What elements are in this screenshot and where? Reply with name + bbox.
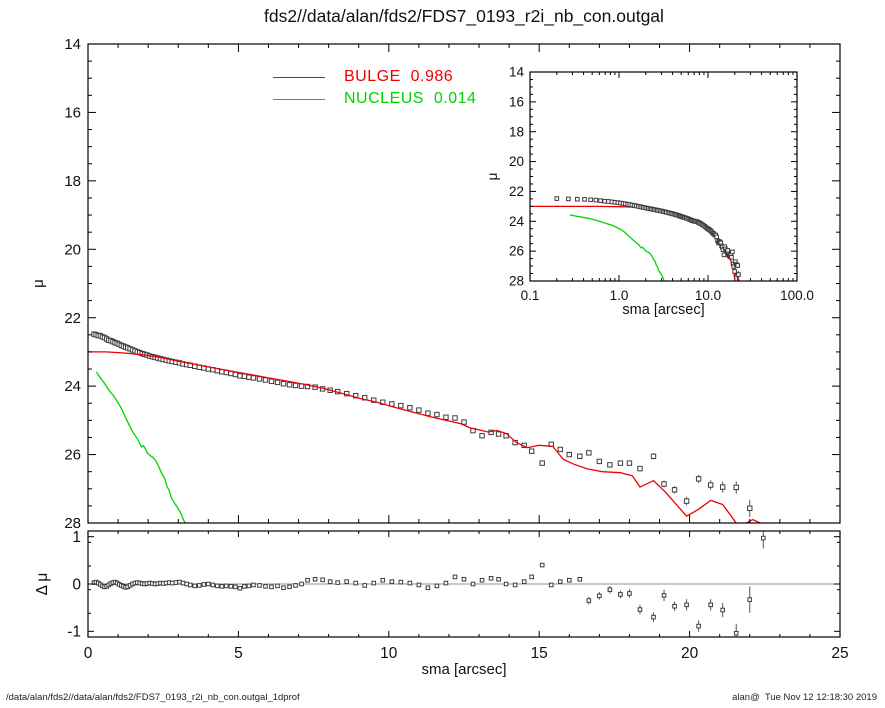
nucleus-legend-label: NUCLEUS 0.014 [344, 90, 477, 107]
svg-text:24: 24 [64, 378, 81, 395]
svg-text:14: 14 [509, 65, 525, 80]
plot-canvas: 14 16 18 20 22 24 26 28 μ 0.1 1.0 10.0 100.0 14 16 18 20… [30, 36, 849, 678]
svg-text:20: 20 [509, 154, 524, 169]
svg-text:28: 28 [64, 515, 81, 532]
svg-text:18: 18 [509, 124, 524, 139]
svg-text:26: 26 [509, 244, 524, 259]
svg-text:15: 15 [531, 645, 548, 662]
footer-user-timestamp: alan@ Tue Nov 12 12:18:30 2019 [732, 692, 877, 703]
inset-y-axis-label: μ [485, 173, 500, 181]
legend-item-bulge: BULGE 0.986 [273, 66, 476, 88]
bulge-model-line [88, 351, 762, 523]
svg-text:16: 16 [509, 94, 524, 109]
svg-text:1.0: 1.0 [610, 288, 629, 303]
bulge-legend-label: BULGE 0.986 [344, 68, 454, 85]
svg-text:-1: -1 [67, 624, 81, 641]
nucleus-line-swatch [273, 98, 325, 100]
footer-file-path: /data/alan/fds2//data/alan/fds2/FDS7_019… [6, 692, 300, 703]
svg-text:0: 0 [72, 576, 81, 593]
svg-text:20: 20 [64, 241, 81, 258]
svg-text:16: 16 [64, 105, 81, 122]
observed-data-points [554, 196, 741, 279]
svg-text:22: 22 [509, 184, 524, 199]
svg-text:22: 22 [64, 310, 81, 327]
residual-x-axis-label: sma [arcsec] [421, 661, 506, 678]
svg-text:18: 18 [64, 173, 81, 190]
svg-text:0.1: 0.1 [521, 288, 540, 303]
svg-text:5: 5 [234, 645, 243, 662]
svg-text:14: 14 [64, 36, 81, 53]
residual-data-points [91, 531, 766, 637]
svg-text:10.0: 10.0 [695, 288, 721, 303]
svg-text:28: 28 [509, 274, 524, 289]
nucleus-model-line [95, 371, 187, 523]
svg-text:0: 0 [84, 645, 93, 662]
svg-text:26: 26 [64, 447, 81, 464]
legend: BULGE 0.986 NUCLEUS 0.014 [273, 66, 476, 110]
legend-item-nucleus: NUCLEUS 0.014 [273, 88, 476, 110]
svg-text:20: 20 [681, 645, 699, 662]
residual-y-axis-label: Δ μ [34, 573, 51, 596]
nucleus-model-line [569, 214, 666, 281]
svg-text:25: 25 [831, 645, 848, 662]
bulge-line-swatch [273, 76, 325, 78]
svg-text:1: 1 [72, 529, 81, 546]
page-title: fds2//data/alan/fds2/FDS7_0193_r2i_nb_co… [264, 6, 664, 26]
main-y-axis-label: μ [30, 279, 47, 288]
svg-text:100.0: 100.0 [780, 288, 814, 303]
svg-text:10: 10 [380, 645, 398, 662]
inset-plot-panel: 0.1 1.0 10.0 100.0 14 16 18 20 22 24 26 28 sma [arcs… [485, 65, 814, 318]
inset-x-axis-label: sma [arcsec] [622, 302, 704, 318]
svg-text:24: 24 [509, 214, 525, 229]
